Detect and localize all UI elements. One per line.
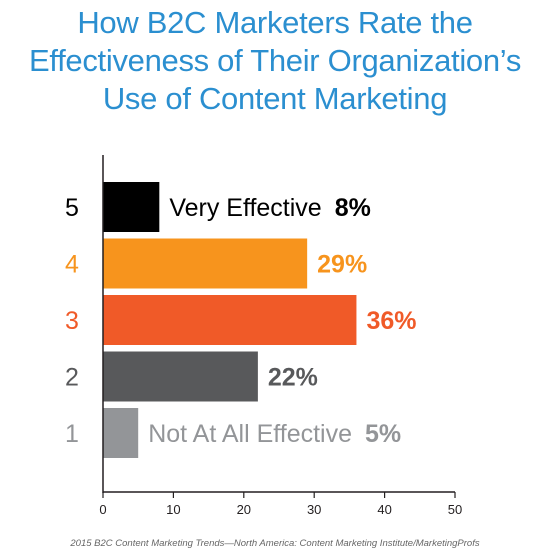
- data-label-4: 29%: [317, 251, 367, 279]
- chart-title: How B2C Marketers Rate the Effectiveness…: [0, 4, 550, 118]
- bar-1: [103, 408, 139, 458]
- bar-description-1: Not At All Effective: [148, 420, 352, 448]
- bar-3: [103, 295, 357, 345]
- data-label-5: 8%: [335, 194, 371, 222]
- bar-5: [103, 182, 160, 232]
- category-label-4: 4: [65, 251, 79, 279]
- chart-title-line-3: Use of Content Marketing: [102, 81, 448, 116]
- source-note: 2015 B2C Content Marketing Trends—North …: [70, 538, 480, 549]
- x-tick-label-0: 0: [99, 502, 106, 517]
- category-label-1: 1: [65, 420, 79, 448]
- data-label-2: 22%: [268, 364, 318, 392]
- category-label-2: 2: [65, 364, 79, 392]
- bar-2: [103, 351, 258, 402]
- category-label-5: 5: [65, 194, 79, 222]
- bar-4: [103, 238, 308, 289]
- x-tick-label-30: 30: [307, 502, 321, 517]
- data-label-3: 36%: [366, 307, 416, 335]
- category-label-3: 3: [65, 307, 79, 335]
- x-tick-label-50: 50: [448, 502, 462, 517]
- data-label-1: 5%: [365, 420, 401, 448]
- bar-description-5: Very Effective: [169, 194, 321, 222]
- chart-title-line-1: How B2C Marketers Rate the: [77, 5, 473, 40]
- x-tick-label-20: 20: [237, 502, 251, 517]
- x-tick-label-10: 10: [166, 502, 180, 517]
- chart-title-line-2: Effectiveness of Their Organization’s: [28, 43, 522, 78]
- x-tick-label-40: 40: [377, 502, 391, 517]
